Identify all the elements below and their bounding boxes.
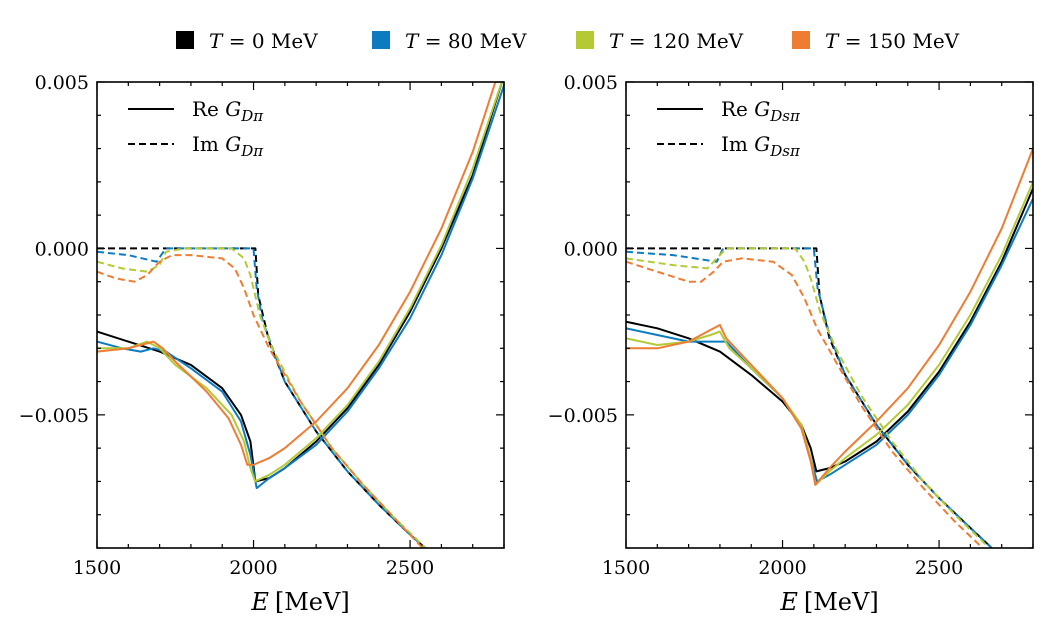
legend-label: T = 0 MeV: [209, 29, 318, 53]
im-line: [97, 247, 427, 548]
left-plot-lines: [97, 82, 504, 548]
re-line: [97, 82, 503, 483]
x-axis-label: E [MeV]: [779, 588, 878, 616]
series-1: [97, 84, 504, 548]
re-line: [97, 82, 497, 466]
x-tick-label: 2000: [758, 557, 806, 579]
axes-frame: [96, 81, 505, 549]
legend-label: Re GDsπ: [721, 97, 801, 125]
left-axes: 1500 2000 2500 0.005 0.000 −0.005 E [MeV]: [19, 72, 505, 616]
im-line: [626, 247, 994, 548]
legend-swatch: [372, 31, 390, 49]
legend-label: T = 150 MeV: [825, 29, 960, 53]
re-line: [626, 187, 1033, 473]
legend-swatch: [576, 31, 594, 49]
legend-label: T = 120 MeV: [609, 29, 744, 53]
top-legend: T = 0 MeV T = 80 MeV T = 120 MeV T = 150 Me…: [176, 29, 960, 53]
y-tick-label: −0.005: [548, 405, 618, 427]
top-legend-item: T = 80 MeV: [372, 29, 527, 53]
right-legend: Re GDsπ Im GDsπ: [657, 97, 801, 160]
legend-label: Re GDπ: [192, 97, 264, 125]
left-panel: 1500 2000 2500 0.005 0.000 −0.005 E [MeV] Re GD…: [19, 72, 505, 616]
legend-label: Im GDsπ: [721, 132, 801, 160]
series-2: [626, 180, 1033, 548]
x-tick-label: 1500: [602, 557, 650, 579]
series-3: [626, 147, 1033, 548]
x-tick-label: 2000: [229, 557, 277, 579]
legend-item-im: Im GDπ: [128, 132, 264, 160]
y-tick-label: 0.000: [35, 238, 89, 260]
series-2: [97, 82, 503, 548]
top-legend-item: T = 120 MeV: [576, 29, 744, 53]
re-line: [97, 84, 504, 490]
im-line: [97, 254, 425, 548]
series-3: [97, 82, 497, 548]
y-tick-label: 0.005: [564, 72, 618, 94]
x-axis-label: E [MeV]: [250, 588, 349, 616]
im-line: [97, 247, 427, 548]
im-line: [626, 247, 991, 548]
y-tick-label: −0.005: [19, 405, 89, 427]
legend-label: T = 80 MeV: [405, 29, 527, 53]
im-line: [626, 247, 994, 548]
top-legend-item: T = 0 MeV: [176, 29, 318, 53]
re-line: [97, 82, 503, 483]
series-0: [626, 187, 1033, 548]
right-plot-lines: [626, 147, 1033, 548]
legend-item-im: Im GDsπ: [657, 132, 801, 160]
series-0: [97, 82, 503, 548]
legend-label: Im GDπ: [192, 132, 264, 160]
series-1: [626, 197, 1033, 548]
x-tick-label: 2500: [915, 557, 963, 579]
y-tick-label: 0.005: [35, 72, 89, 94]
x-tick-label: 1500: [73, 557, 121, 579]
x-tick-label: 2500: [386, 557, 434, 579]
right-axes: 1500 2000 2500 0.005 0.000 −0.005 E [MeV]: [548, 72, 1034, 616]
legend-item-re: Re GDπ: [128, 97, 264, 125]
legend-swatch: [792, 31, 810, 49]
legend-swatch: [176, 31, 194, 49]
axes-frame: [625, 81, 1034, 549]
right-panel: 1500 2000 2500 0.005 0.000 −0.005 E [MeV] Re GD…: [548, 72, 1034, 616]
im-line: [626, 257, 984, 548]
legend-item-re: Re GDsπ: [657, 97, 801, 125]
left-legend: Re GDπ Im GDπ: [128, 97, 264, 160]
im-line: [97, 247, 428, 548]
re-line: [626, 197, 1033, 483]
top-legend-item: T = 150 MeV: [792, 29, 960, 53]
re-line: [626, 147, 1033, 486]
y-tick-label: 0.000: [564, 238, 618, 260]
